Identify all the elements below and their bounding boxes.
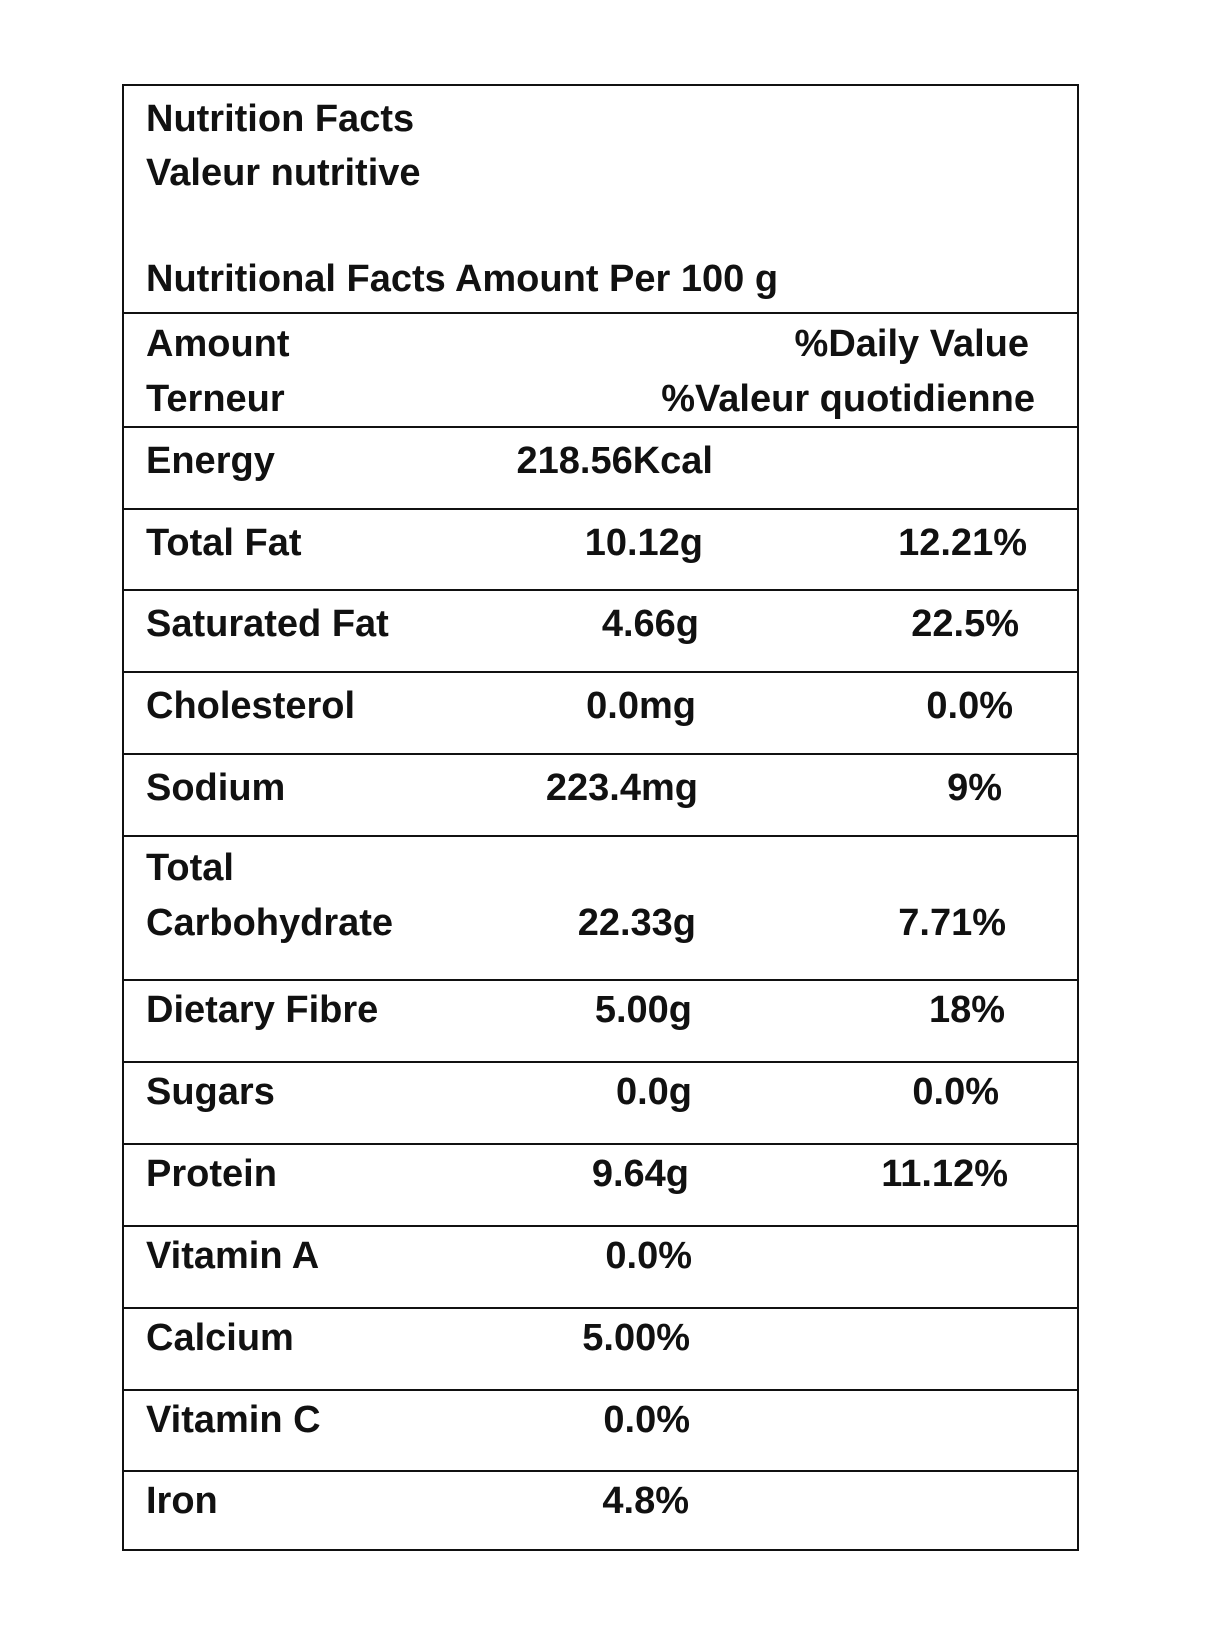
daily-value-header-fr: %Valeur quotidienne (661, 378, 1035, 420)
nutrient-row-total-fat: Total Fat 10.12g 12.21% (124, 510, 1077, 591)
nutrient-daily-value: 0.0% (912, 1071, 999, 1113)
nutrient-row-calcium: Calcium 5.00% (124, 1309, 1077, 1391)
nutrient-amount: 5.00g (594, 989, 692, 1031)
nutrient-name: Protein (146, 1153, 277, 1195)
nutrient-daily-value: 7.71% (898, 902, 1006, 944)
daily-value-header-en: %Daily Value (794, 323, 1029, 365)
nutrient-amount: 0.0mg (586, 685, 696, 727)
nutrient-amount: 4.8% (602, 1480, 689, 1522)
nutrient-name-line1: Total (146, 847, 234, 889)
nutrient-row-protein: Protein 9.64g 11.12% (124, 1145, 1077, 1227)
nutrient-amount: 218.56Kcal (516, 440, 714, 482)
nutrient-name: Cholesterol (146, 685, 356, 727)
nutrient-daily-value: 11.12% (881, 1153, 1008, 1195)
nutrient-row-saturated-fat: Saturated Fat 4.66g 22.5% (124, 591, 1077, 673)
nutrient-name: Sodium (146, 767, 286, 809)
nutrient-daily-value: 18% (928, 989, 1005, 1031)
nutrient-row-cholesterol: Cholesterol 0.0mg 0.0% (124, 673, 1077, 755)
nutrient-row-sugars: Sugars 0.0g 0.0% (124, 1063, 1077, 1145)
nutrient-name: Iron (146, 1480, 218, 1522)
nutrient-row-total-carbohydrate: Total Carbohydrate 22.33g 7.71% (124, 837, 1077, 981)
nutrient-amount: 4.66g (601, 603, 699, 645)
nutrient-name: Saturated Fat (146, 603, 389, 645)
nutrient-row-sodium: Sodium 223.4mg 9% (124, 755, 1077, 837)
nutrient-amount: 22.33g (577, 902, 696, 944)
nutrient-amount: 5.00% (582, 1317, 690, 1359)
nutrient-name: Energy (146, 440, 275, 482)
nutrient-daily-value: 9% (947, 767, 1002, 809)
nutrient-name: Calcium (146, 1317, 294, 1359)
nutrient-name: Dietary Fibre (146, 989, 379, 1031)
title-en: Nutrition Facts (146, 98, 415, 140)
serving-size: Nutritional Facts Amount Per 100 g (146, 258, 779, 300)
nutrient-name: Sugars (146, 1071, 275, 1113)
amount-header-fr: Terneur (146, 378, 285, 420)
nutrient-row-vitamin-a: Vitamin A 0.0% (124, 1227, 1077, 1309)
nutrient-amount: 223.4mg (545, 767, 698, 809)
title-fr: Valeur nutritive (146, 152, 421, 194)
nutrient-amount: 10.12g (584, 522, 703, 564)
nutrient-amount: 0.0g (615, 1071, 692, 1113)
nutrition-label: Nutrition Facts Valeur nutritive Nutriti… (122, 84, 1079, 1551)
column-header: Amount Terneur %Daily Value %Valeur quot… (124, 314, 1077, 428)
nutrient-row-iron: Iron 4.8% (124, 1472, 1077, 1549)
nutrient-row-energy: Energy 218.56Kcal (124, 428, 1077, 510)
nutrient-row-vitamin-c: Vitamin C 0.0% (124, 1391, 1077, 1472)
nutrient-daily-value: 0.0% (926, 685, 1013, 727)
nutrient-amount: 9.64g (591, 1153, 689, 1195)
nutrient-name: Vitamin A (146, 1235, 320, 1277)
nutrient-amount: 0.0% (603, 1399, 690, 1441)
nutrient-name: Vitamin C (146, 1399, 321, 1441)
nutrient-name-line2: Carbohydrate (146, 902, 394, 944)
nutrient-daily-value: 12.21% (898, 522, 1027, 564)
nutrient-name: Total Fat (146, 522, 302, 564)
title-block: Nutrition Facts Valeur nutritive Nutriti… (124, 86, 1077, 314)
nutrient-row-dietary-fibre: Dietary Fibre 5.00g 18% (124, 981, 1077, 1063)
nutrient-amount: 0.0% (605, 1235, 692, 1277)
nutrient-daily-value: 22.5% (911, 603, 1019, 645)
amount-header-en: Amount (146, 323, 290, 365)
